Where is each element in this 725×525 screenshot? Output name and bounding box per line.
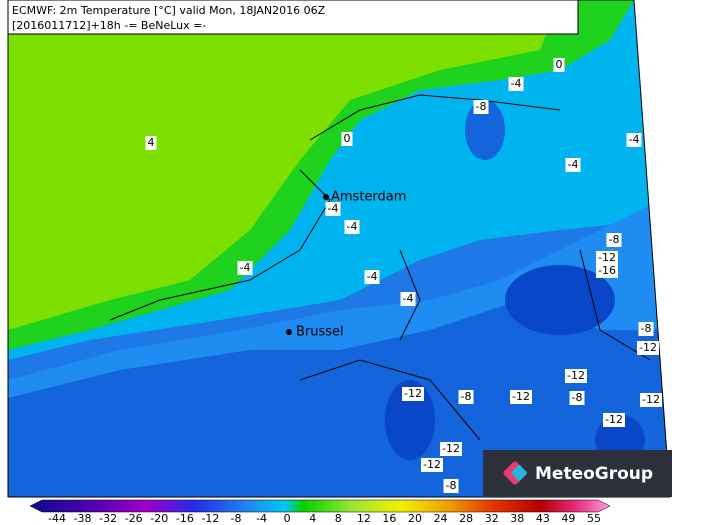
contour-label: -4 [367,270,378,283]
contour-label-box [640,393,662,407]
contour-label-box [596,264,618,278]
contour-label-box [637,341,659,355]
header-line: [2016011712]+18h -= BeNeLux =- [12,19,206,32]
contour-label: -8 [572,391,583,404]
contour-label-box [344,220,360,234]
colorbar-tick-label: -26 [125,512,143,525]
contour-label: -8 [609,233,620,246]
contour-label: -12 [442,442,460,455]
colorbar-tick-label: 55 [587,512,601,525]
contour-label-box [626,133,642,147]
contour-label: -8 [461,390,472,403]
contour-label: -12 [642,393,660,406]
contour-label: -4 [511,77,522,90]
contour-label: -12 [423,458,441,471]
contour-label: -4 [347,220,358,233]
contour-label: -8 [641,322,652,335]
contour-label-box [606,233,622,247]
contour-label: -12 [567,369,585,382]
colorbar-tick-label: -32 [99,512,117,525]
contour-label-box [400,292,416,306]
contour-label: -4 [328,202,339,215]
contour-label: -8 [446,479,457,492]
map-fill [8,0,670,497]
contour-label: -4 [240,261,251,274]
colorbar-tick-label: 20 [408,512,422,525]
contour-label-box [421,458,443,472]
colorbar-tick-label: -8 [231,512,242,525]
contour-label-box [341,132,353,146]
contour-label: 4 [148,136,155,149]
contour-label-box [443,479,459,493]
contour-label-box [458,390,474,404]
contour-label: -4 [403,292,414,305]
colorbar-tick-label: 12 [357,512,371,525]
header-line: ECMWF: 2m Temperature [°C] valid Mon, 18… [12,4,326,17]
contour-label-box [553,58,565,72]
colorbar-tick-label: 38 [510,512,524,525]
contour-label-box [565,369,587,383]
colorbar-tick-label: -20 [150,512,168,525]
colorbar-tick-label: -44 [48,512,66,525]
contour-label-box [508,77,524,91]
contour-label-box [325,202,341,216]
contour-label: -12 [639,341,657,354]
city-label: Amsterdam [331,190,406,205]
contour-label: 0 [556,58,563,71]
logo: MeteoGroup [535,464,653,484]
contour-label: -12 [404,387,422,400]
colorbar-tick-label: 16 [382,512,396,525]
city-label: Brussel [296,325,344,340]
contour-label-box [565,158,581,172]
contour-label: -16 [598,264,616,277]
contour-label-box [364,270,380,284]
contour-label-box [145,136,157,150]
contour-label: -8 [476,100,487,113]
contour-label-box [402,387,424,401]
colorbar-tick-label: 8 [335,512,342,525]
contour-label: -4 [568,158,579,171]
colorbar-tick-label: -4 [256,512,267,525]
colorbar-tick-label: -16 [176,512,194,525]
colorbar-tick-label: 4 [309,512,316,525]
contour-label-box [510,390,532,404]
contour-label-box [237,261,253,275]
contour-label-box [440,442,462,456]
contour-label-box [473,100,489,114]
colorbar-tick-label: 0 [284,512,291,525]
contour-label-box [596,251,618,265]
colorbar-tick-label: 49 [561,512,575,525]
colorbar-tick-label: 32 [485,512,499,525]
contour-label-box [569,391,585,405]
colorbar [29,499,611,513]
colorbar-tick-label: 43 [536,512,550,525]
colorbar-tick-label: -38 [74,512,92,525]
colorbar-tick-label: 28 [459,512,473,525]
contour-label: 0 [344,132,351,145]
contour-label: -12 [598,251,616,264]
contour-label: -12 [605,413,623,426]
contour-label-box [638,322,654,336]
colorbar-tick-label: 24 [434,512,448,525]
contour-label: -12 [512,390,530,403]
contour-label-box [603,413,625,427]
colorbar-tick-label: -12 [201,512,219,525]
contour-label: -4 [629,133,640,146]
